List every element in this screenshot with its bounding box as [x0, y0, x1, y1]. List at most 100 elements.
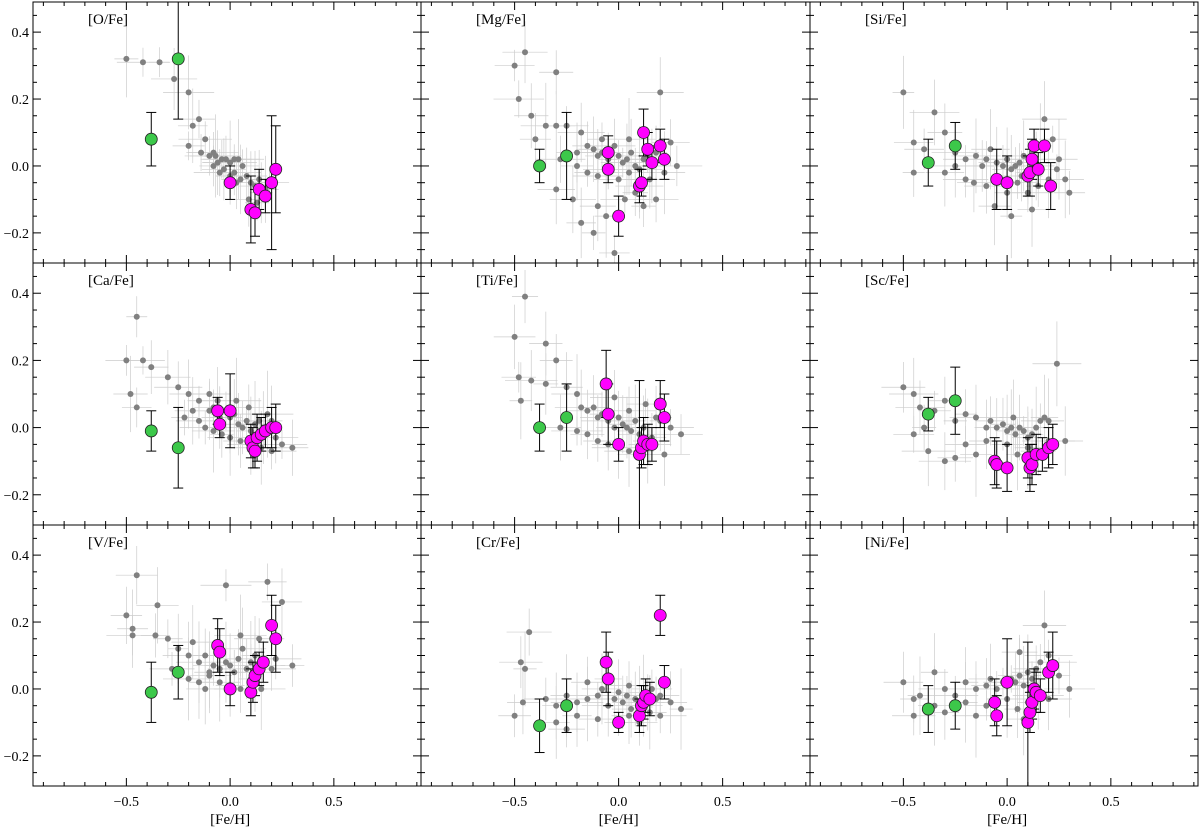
comparison-point	[657, 89, 664, 96]
comparison-point	[129, 632, 136, 639]
comparison-point	[941, 169, 948, 176]
comparison-point	[202, 424, 209, 431]
comparison-point	[256, 417, 263, 424]
green-point	[533, 421, 546, 434]
comparison-point	[195, 116, 202, 123]
panel-title: [O/Fe]	[88, 12, 128, 28]
panel-title: [Ti/Fe]	[476, 273, 518, 289]
panel-title: [Cr/Fe]	[476, 535, 520, 551]
comparison-point	[578, 219, 585, 226]
comparison-point	[1016, 424, 1023, 431]
comparison-point	[1055, 156, 1062, 163]
comparison-point	[216, 679, 223, 686]
magenta-point	[612, 209, 626, 223]
comparison-point	[139, 357, 146, 364]
y-tick-label: 0.4	[12, 549, 30, 564]
comparison-point	[195, 417, 202, 424]
comparison-point	[210, 662, 217, 669]
comparison-point	[626, 712, 633, 719]
comparison-point	[245, 404, 252, 411]
magenta-point	[256, 655, 270, 669]
magenta-point	[645, 437, 659, 451]
comparison-point	[632, 162, 639, 169]
magenta-point	[653, 608, 667, 622]
green-point	[560, 411, 574, 424]
green-point	[921, 702, 935, 716]
comparison-point	[941, 458, 948, 465]
comparison-point	[598, 685, 605, 692]
comparison-point	[522, 293, 529, 300]
magenta-series	[211, 594, 283, 717]
y-tick-label: −0.2	[4, 227, 29, 242]
comparison-point	[578, 404, 585, 411]
comparison-series	[892, 55, 1086, 259]
comparison-point	[278, 598, 285, 605]
comparison-point	[195, 397, 202, 404]
comparison-point	[1041, 622, 1048, 629]
plot-area	[892, 55, 1086, 259]
panel-frame	[809, 262, 1199, 526]
comparison-point	[185, 652, 192, 659]
x-tick-label: 0.5	[325, 795, 343, 810]
ticks	[33, 525, 421, 786]
comparison-point	[999, 162, 1006, 169]
comparison-point	[1055, 672, 1062, 679]
comparison-point	[916, 404, 923, 411]
comparison-point	[123, 55, 130, 62]
comparison-point	[557, 424, 564, 431]
magenta-point	[601, 672, 615, 686]
comparison-point	[1004, 427, 1011, 434]
green-series	[144, 644, 185, 723]
ticks	[421, 525, 810, 786]
comparison-point	[129, 625, 136, 632]
panel-frame	[420, 1, 811, 264]
comparison-point	[574, 699, 581, 706]
magenta-point	[990, 709, 1004, 723]
comparison-point	[626, 407, 633, 414]
comparison-point	[962, 176, 969, 183]
green-point	[921, 156, 935, 170]
comparison-point	[569, 196, 576, 203]
comparison-point	[532, 136, 539, 143]
comparison-point	[189, 122, 196, 129]
magenta-point	[223, 404, 237, 418]
comparison-point	[594, 152, 601, 159]
comparison-point	[574, 162, 581, 169]
comparison-point	[678, 431, 685, 438]
comparison-point	[1008, 166, 1015, 173]
comparison-point	[626, 682, 633, 689]
comparison-point	[202, 136, 209, 143]
comparison-point	[237, 632, 244, 639]
panel-title: [Ni/Fe]	[865, 535, 909, 551]
comparison-point	[289, 444, 296, 451]
comparison-point	[227, 159, 234, 166]
comparison-point	[621, 196, 628, 203]
comparison-point	[623, 692, 630, 699]
y-tick-label: 0.2	[12, 93, 30, 108]
panel-frame	[32, 524, 422, 787]
plot-area	[881, 321, 1084, 497]
comparison-point	[231, 156, 238, 163]
comparison-point	[239, 162, 246, 169]
green-point	[533, 159, 546, 173]
x-tick-label: −0.5	[891, 795, 916, 810]
magenta-point	[1031, 162, 1045, 176]
comparison-point	[594, 203, 601, 210]
magenta-series	[599, 349, 671, 525]
magenta-point	[641, 142, 655, 156]
ticks	[421, 263, 810, 525]
comparison-point	[231, 169, 238, 176]
comparison-point	[925, 448, 932, 455]
comparison-point	[987, 417, 994, 424]
comparison-point	[235, 156, 242, 163]
comparison-point	[628, 149, 635, 156]
comparison-point	[983, 682, 990, 689]
comparison-point	[962, 679, 969, 686]
panel-3: [Si/Fe]	[809, 1, 1199, 264]
comparison-point	[921, 424, 928, 431]
comparison-point	[941, 709, 948, 716]
panel-title: [V/Fe]	[88, 535, 128, 551]
plot-area	[883, 590, 1095, 786]
comparison-point	[632, 417, 639, 424]
comparison-point	[202, 685, 209, 692]
